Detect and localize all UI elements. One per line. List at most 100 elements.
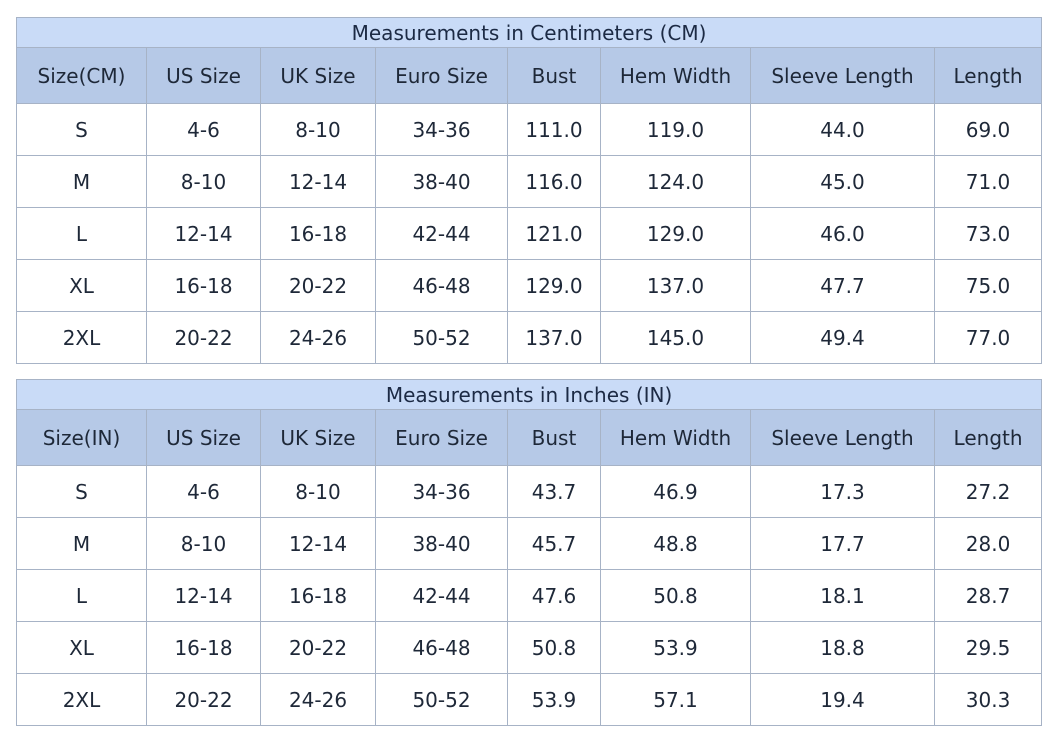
cell: 46.9	[600, 465, 751, 518]
column-header: Length	[933, 409, 1043, 466]
column-header: Euro Size	[375, 409, 508, 466]
table-title: Measurements in Inches (IN)	[15, 379, 1043, 410]
cell: 46.0	[750, 207, 935, 260]
cell: 119.0	[600, 103, 751, 156]
cell: 116.0	[507, 155, 601, 208]
cell: 20-22	[260, 259, 376, 312]
cell: 38-40	[375, 517, 508, 570]
cell: 50.8	[600, 569, 751, 622]
cell: 46-48	[375, 259, 508, 312]
cell: 8-10	[146, 517, 261, 570]
column-header: Bust	[507, 47, 601, 104]
cell: 46-48	[375, 621, 508, 674]
cell: 8-10	[260, 103, 376, 156]
cell: 129.0	[600, 207, 751, 260]
cell: 17.7	[750, 517, 935, 570]
data-row: L 12-14 16-18 42-44 121.0 129.0 46.0 73.0	[16, 207, 1043, 260]
cell: 27.2	[933, 465, 1043, 518]
data-row: M 8-10 12-14 38-40 45.7 48.8 17.7 28.0	[16, 517, 1043, 570]
column-header: Hem Width	[600, 47, 751, 104]
data-row: M 8-10 12-14 38-40 116.0 124.0 45.0 71.0	[16, 155, 1043, 208]
cell: 8-10	[146, 155, 261, 208]
cell: 121.0	[507, 207, 601, 260]
cell: 28.0	[933, 517, 1043, 570]
column-header: Size(CM)	[16, 47, 147, 104]
column-header: Sleeve Length	[750, 47, 935, 104]
cell: 29.5	[933, 621, 1043, 674]
cell: 48.8	[600, 517, 751, 570]
cell: 49.4	[750, 311, 935, 364]
cell: 16-18	[260, 569, 376, 622]
cell: 24-26	[260, 311, 376, 364]
cell: 16-18	[260, 207, 376, 260]
cell: 47.7	[750, 259, 935, 312]
cell: 69.0	[933, 103, 1043, 156]
cell: 16-18	[146, 621, 261, 674]
cell: 42-44	[375, 569, 508, 622]
cell: 43.7	[507, 465, 601, 518]
cell: 30.3	[933, 673, 1043, 726]
data-row: S 4-6 8-10 34-36 43.7 46.9 17.3 27.2	[16, 465, 1043, 518]
column-header: Length	[933, 47, 1043, 104]
cell: 47.6	[507, 569, 601, 622]
cell: L	[16, 207, 147, 260]
cell: 75.0	[933, 259, 1043, 312]
data-row: 2XL 20-22 24-26 50-52 53.9 57.1 19.4 30.3	[16, 673, 1043, 726]
header-row: Size(IN) US Size UK Size Euro Size Bust Hem W…	[16, 409, 1043, 466]
cell: 42-44	[375, 207, 508, 260]
cell: 111.0	[507, 103, 601, 156]
cell: S	[16, 465, 147, 518]
header-row: Size(CM) US Size UK Size Euro Size Bust Hem W…	[16, 47, 1043, 104]
cell: S	[16, 103, 147, 156]
data-row: S 4-6 8-10 34-36 111.0 119.0 44.0 69.0	[16, 103, 1043, 156]
cell: 2XL	[16, 311, 147, 364]
size-table: Measurements in Inches (IN) Size(IN) US Si…	[15, 379, 1043, 726]
cell: L	[16, 569, 147, 622]
cell: 16-18	[146, 259, 261, 312]
cell: 2XL	[16, 673, 147, 726]
cell: 12-14	[260, 517, 376, 570]
column-header: Size(IN)	[16, 409, 147, 466]
column-header: Euro Size	[375, 47, 508, 104]
cell: 45.0	[750, 155, 935, 208]
cell: 24-26	[260, 673, 376, 726]
cell: 20-22	[146, 311, 261, 364]
column-header: UK Size	[260, 409, 376, 466]
cell: 12-14	[146, 569, 261, 622]
cell: 45.7	[507, 517, 601, 570]
cell: 20-22	[260, 621, 376, 674]
cell: 18.1	[750, 569, 935, 622]
column-header: UK Size	[260, 47, 376, 104]
cell: 77.0	[933, 311, 1043, 364]
cell: 57.1	[600, 673, 751, 726]
column-header: Bust	[507, 409, 601, 466]
cell: 17.3	[750, 465, 935, 518]
column-header: Sleeve Length	[750, 409, 935, 466]
cell: M	[16, 155, 147, 208]
cell: XL	[16, 621, 147, 674]
cell: 44.0	[750, 103, 935, 156]
cell: 28.7	[933, 569, 1043, 622]
data-row: 2XL 20-22 24-26 50-52 137.0 145.0 49.4 77.0	[16, 311, 1043, 364]
cell: M	[16, 517, 147, 570]
data-row: L 12-14 16-18 42-44 47.6 50.8 18.1 28.7	[16, 569, 1043, 622]
cell: 145.0	[600, 311, 751, 364]
column-header: US Size	[146, 47, 261, 104]
cell: 50-52	[375, 673, 508, 726]
cell: 50.8	[507, 621, 601, 674]
column-header: Hem Width	[600, 409, 751, 466]
cell: 124.0	[600, 155, 751, 208]
cell: 4-6	[146, 103, 261, 156]
cell: 137.0	[600, 259, 751, 312]
cell: 19.4	[750, 673, 935, 726]
cell: 73.0	[933, 207, 1043, 260]
cell: XL	[16, 259, 147, 312]
cell: 8-10	[260, 465, 376, 518]
cell: 34-36	[375, 103, 508, 156]
cell: 53.9	[600, 621, 751, 674]
cell: 38-40	[375, 155, 508, 208]
size-table: Measurements in Centimeters (CM) Size(CM)…	[15, 17, 1043, 364]
data-row: XL 16-18 20-22 46-48 50.8 53.9 18.8 29.5	[16, 621, 1043, 674]
title-row: Measurements in Centimeters (CM)	[15, 17, 1043, 48]
